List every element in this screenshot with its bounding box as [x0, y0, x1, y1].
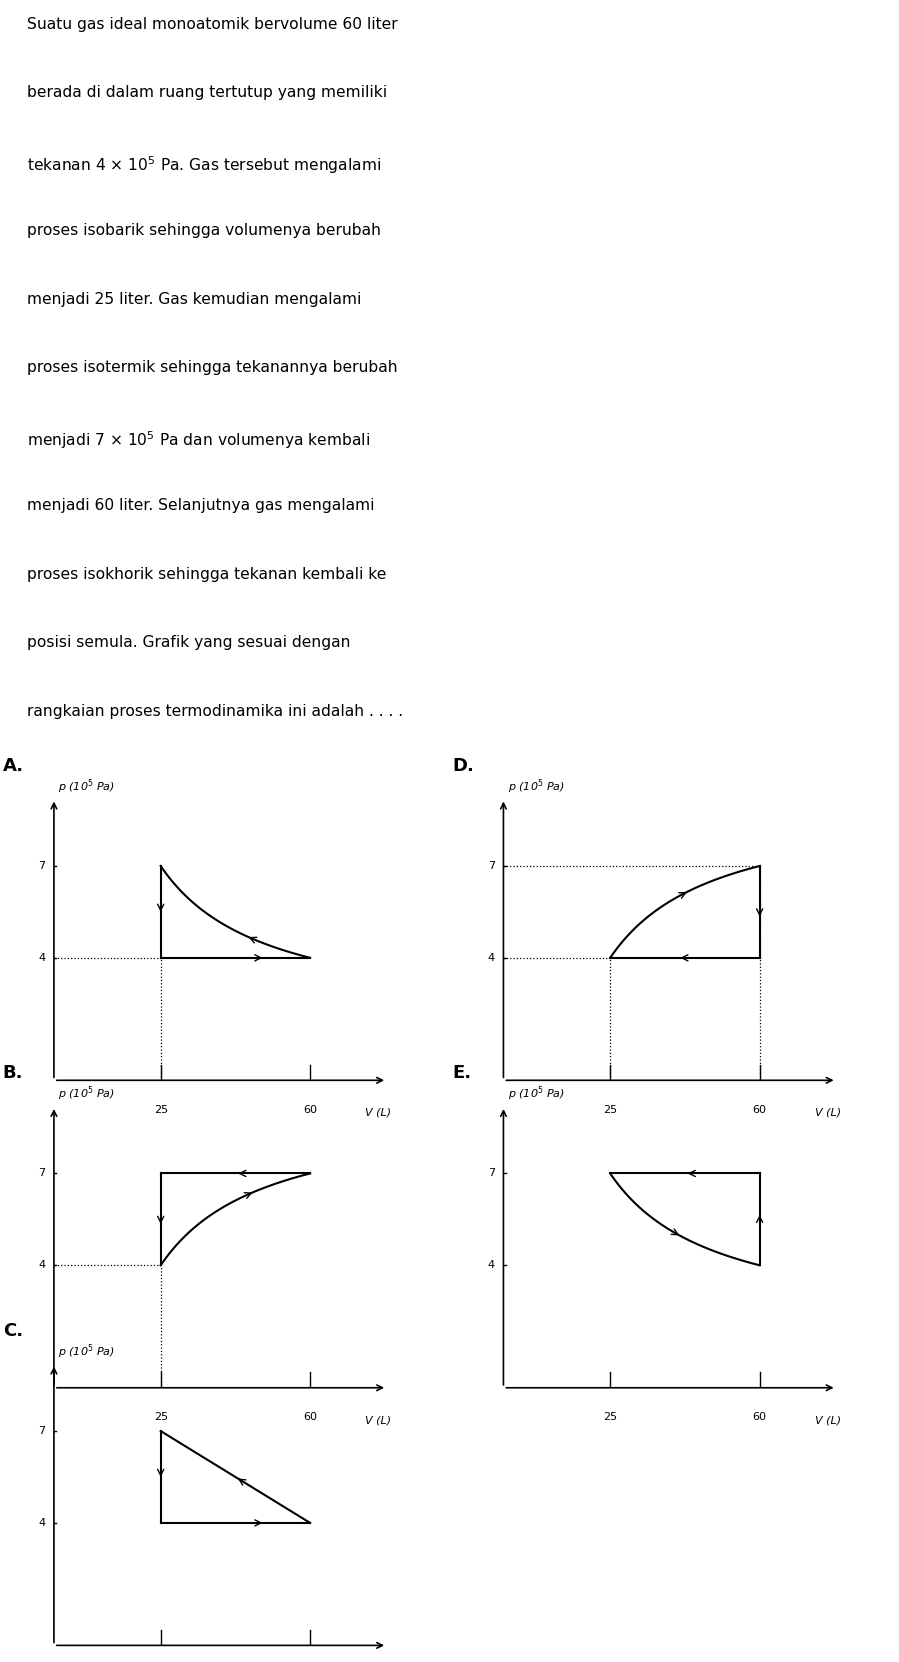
- Text: E.: E.: [452, 1064, 471, 1082]
- Text: berada di dalam ruang tertutup yang memiliki: berada di dalam ruang tertutup yang memi…: [27, 85, 387, 100]
- Text: 7: 7: [39, 861, 45, 871]
- Text: V (L): V (L): [365, 1109, 392, 1119]
- Text: tekanan 4 × $10^5$ Pa. Gas tersebut mengalami: tekanan 4 × $10^5$ Pa. Gas tersebut meng…: [27, 155, 381, 176]
- Text: proses isokhorik sehingga tekanan kembali ke: proses isokhorik sehingga tekanan kembal…: [27, 567, 387, 582]
- Text: C.: C.: [3, 1321, 22, 1340]
- Text: 7: 7: [488, 861, 495, 871]
- Text: A.: A.: [3, 756, 23, 774]
- Text: 4: 4: [39, 1517, 45, 1527]
- Text: p (10$^5$ Pa): p (10$^5$ Pa): [508, 776, 565, 796]
- Text: 7: 7: [39, 1168, 45, 1178]
- Text: 60: 60: [303, 1413, 317, 1423]
- Text: 4: 4: [488, 952, 495, 962]
- Text: p (10$^5$ Pa): p (10$^5$ Pa): [58, 1084, 115, 1104]
- Text: 4: 4: [39, 952, 45, 962]
- Text: rangkaian proses termodinamika ini adalah . . . .: rangkaian proses termodinamika ini adala…: [27, 705, 403, 720]
- Text: 25: 25: [603, 1105, 618, 1115]
- Text: 60: 60: [752, 1413, 767, 1423]
- Text: p (10$^5$ Pa): p (10$^5$ Pa): [508, 1084, 565, 1104]
- Text: p (10$^5$ Pa): p (10$^5$ Pa): [58, 1341, 115, 1361]
- Text: menjadi 25 liter. Gas kemudian mengalami: menjadi 25 liter. Gas kemudian mengalami: [27, 291, 361, 306]
- Text: 25: 25: [154, 1105, 168, 1115]
- Text: 4: 4: [39, 1260, 45, 1270]
- Text: 60: 60: [752, 1105, 767, 1115]
- Text: Suatu gas ideal monoatomik bervolume 60 liter: Suatu gas ideal monoatomik bervolume 60 …: [27, 17, 397, 32]
- Text: menjadi 7 × $10^5$ Pa dan volumenya kembali: menjadi 7 × $10^5$ Pa dan volumenya kemb…: [27, 429, 370, 450]
- Text: proses isobarik sehingga volumenya berubah: proses isobarik sehingga volumenya berub…: [27, 223, 381, 238]
- Text: proses isotermik sehingga tekanannya berubah: proses isotermik sehingga tekanannya ber…: [27, 361, 397, 376]
- Text: V (L): V (L): [814, 1109, 841, 1119]
- Text: p (10$^5$ Pa): p (10$^5$ Pa): [58, 776, 115, 796]
- Text: posisi semula. Grafik yang sesuai dengan: posisi semula. Grafik yang sesuai dengan: [27, 635, 351, 650]
- Text: 25: 25: [154, 1413, 168, 1423]
- Text: menjadi 60 liter. Selanjutnya gas mengalami: menjadi 60 liter. Selanjutnya gas mengal…: [27, 499, 375, 514]
- Text: V (L): V (L): [365, 1416, 392, 1426]
- Text: B.: B.: [3, 1064, 23, 1082]
- Text: 7: 7: [39, 1426, 45, 1436]
- Text: 7: 7: [488, 1168, 495, 1178]
- Text: 4: 4: [488, 1260, 495, 1270]
- Text: V (L): V (L): [814, 1416, 841, 1426]
- Text: D.: D.: [452, 756, 474, 774]
- Text: 25: 25: [603, 1413, 618, 1423]
- Text: 60: 60: [303, 1105, 317, 1115]
